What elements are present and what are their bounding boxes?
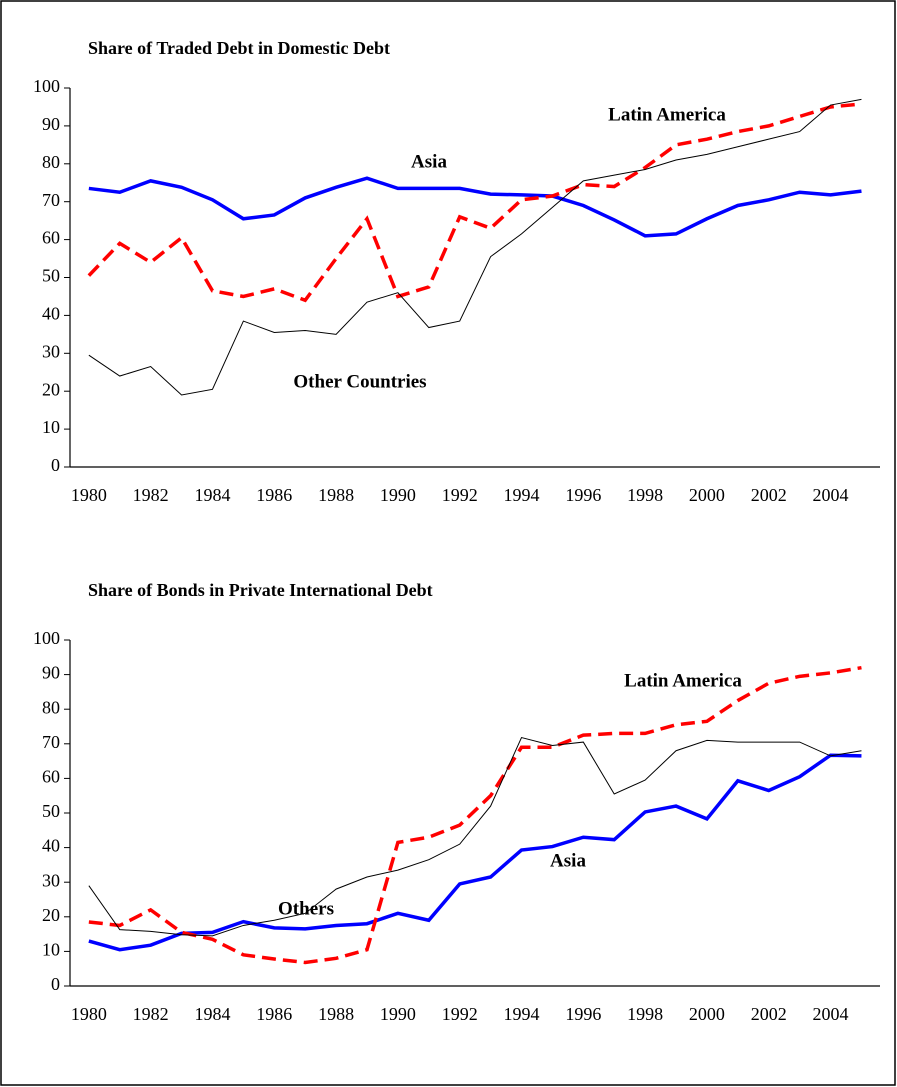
x-tick-label: 1980 bbox=[71, 1004, 107, 1024]
x-tick-label: 1982 bbox=[133, 485, 169, 505]
y-tick-label: 60 bbox=[42, 228, 60, 248]
x-tick-label: 1998 bbox=[627, 485, 663, 505]
x-tick-label: 1982 bbox=[133, 1004, 169, 1024]
y-tick-label: 100 bbox=[33, 628, 60, 648]
annotation: Asia bbox=[411, 151, 447, 172]
y-tick-label: 100 bbox=[33, 76, 60, 96]
y-tick-label: 60 bbox=[42, 767, 60, 787]
x-tick-label: 1994 bbox=[504, 1004, 540, 1024]
y-tick-label: 0 bbox=[51, 974, 60, 994]
annotation: Latin America bbox=[624, 670, 742, 691]
x-tick-label: 1996 bbox=[565, 1004, 601, 1024]
y-tick-label: 10 bbox=[42, 940, 60, 960]
x-tick-label: 2004 bbox=[813, 1004, 849, 1024]
x-tick-label: 1980 bbox=[71, 485, 107, 505]
y-tick-label: 40 bbox=[42, 304, 60, 324]
x-tick-label: 2002 bbox=[751, 1004, 787, 1024]
y-tick-label: 70 bbox=[42, 190, 60, 210]
y-tick-label: 50 bbox=[42, 266, 60, 286]
x-tick-label: 1990 bbox=[380, 485, 416, 505]
y-tick-label: 0 bbox=[51, 455, 60, 475]
x-tick-label: 1990 bbox=[380, 1004, 416, 1024]
x-tick-label: 1992 bbox=[442, 485, 478, 505]
y-tick-label: 30 bbox=[42, 870, 60, 890]
annotation: Others bbox=[278, 898, 334, 919]
x-tick-label: 1988 bbox=[318, 1004, 354, 1024]
x-tick-label: 2004 bbox=[813, 485, 849, 505]
x-tick-label: 1998 bbox=[627, 1004, 663, 1024]
series-line bbox=[87, 102, 862, 303]
x-tick-label: 1996 bbox=[565, 485, 601, 505]
x-tick-label: 1986 bbox=[256, 485, 292, 505]
x-tick-label: 2002 bbox=[751, 485, 787, 505]
y-tick-label: 30 bbox=[42, 341, 60, 361]
y-tick-label: 50 bbox=[42, 801, 60, 821]
x-tick-label: 1994 bbox=[504, 485, 540, 505]
x-tick-label: 1984 bbox=[194, 1004, 230, 1024]
y-tick-label: 80 bbox=[42, 697, 60, 717]
y-tick-label: 80 bbox=[42, 152, 60, 172]
annotation: Other Countries bbox=[293, 371, 426, 392]
chart-title: Share of Bonds in Private International … bbox=[88, 580, 433, 600]
y-tick-label: 20 bbox=[42, 379, 60, 399]
y-tick-label: 40 bbox=[42, 836, 60, 856]
annotation: Asia bbox=[550, 850, 586, 871]
y-tick-label: 70 bbox=[42, 732, 60, 752]
annotation: Latin America bbox=[608, 104, 726, 125]
y-tick-label: 20 bbox=[42, 905, 60, 925]
x-tick-label: 2000 bbox=[689, 485, 725, 505]
x-tick-label: 1992 bbox=[442, 1004, 478, 1024]
series-line bbox=[88, 176, 862, 238]
x-tick-label: 1984 bbox=[194, 485, 230, 505]
y-tick-label: 90 bbox=[42, 663, 60, 683]
x-tick-label: 2000 bbox=[689, 1004, 725, 1024]
y-tick-label: 90 bbox=[42, 114, 60, 134]
x-tick-label: 1988 bbox=[318, 485, 354, 505]
x-tick-label: 1986 bbox=[256, 1004, 292, 1024]
chart-title: Share of Traded Debt in Domestic Debt bbox=[88, 38, 390, 58]
series-line bbox=[88, 753, 862, 952]
y-tick-label: 10 bbox=[42, 417, 60, 437]
series-line bbox=[88, 736, 862, 937]
series-line bbox=[88, 98, 862, 396]
series-line bbox=[88, 665, 862, 965]
